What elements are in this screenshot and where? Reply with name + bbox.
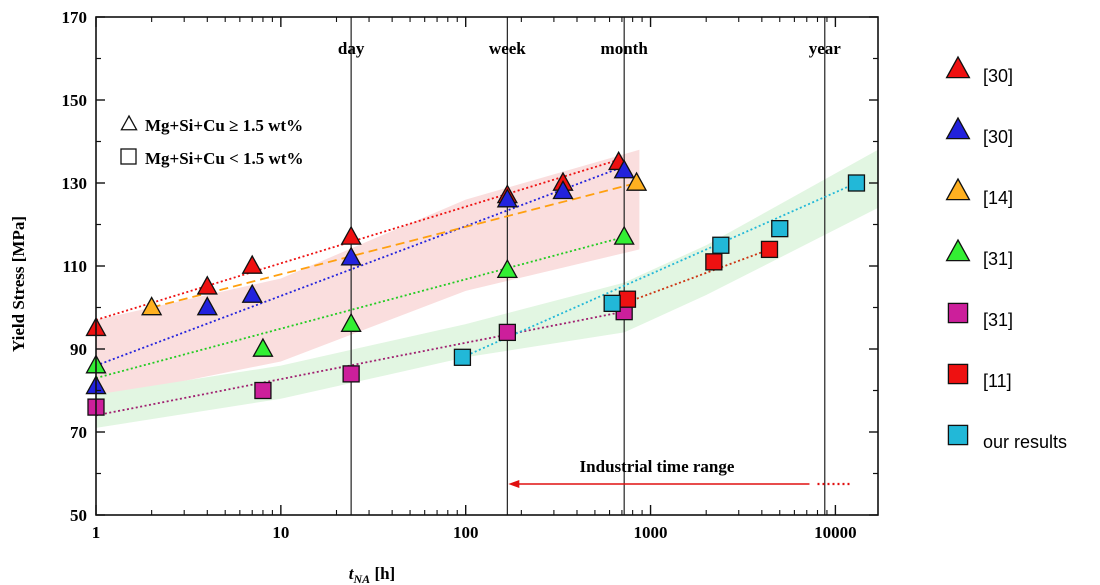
legend-label-3: [31] (983, 249, 1013, 269)
legend-marker-6 (947, 424, 969, 446)
industrial-range-annotation: Industrial time range (508, 457, 852, 488)
marker-s1-p2 (241, 283, 263, 303)
marker-s5-p1 (705, 253, 723, 271)
marker-s1-p4 (496, 188, 518, 208)
legend-label-1: [30] (983, 127, 1013, 147)
legend-marker-1 (945, 116, 971, 140)
marker-s0-p1 (196, 275, 218, 295)
marker-s1-p3 (340, 246, 362, 266)
marker-s0-p2 (241, 254, 263, 274)
vline-label-week: week (489, 39, 526, 58)
marker-s6-p3 (771, 219, 789, 238)
inset-legend: Mg+Si+Cu ≥ 1.5 wt% Mg+Si+Cu < 1.5 wt% (120, 114, 303, 168)
marker-s5-p0 (618, 290, 637, 308)
vline-label-year: year (809, 39, 842, 58)
inset-triangle-icon (120, 114, 138, 131)
ytick-label: 90 (70, 340, 87, 359)
xtick-label: 1 (92, 523, 101, 542)
legend-marker-3 (945, 238, 971, 262)
xtick-label: 100 (453, 523, 479, 542)
legend-marker-2 (945, 177, 971, 201)
x-label-subscript: NA (353, 572, 371, 585)
marker-s3-p1 (252, 337, 274, 357)
marker-s4-p2 (342, 365, 360, 383)
legend-marker-0 (945, 55, 971, 79)
marker-s6-p2 (712, 236, 730, 254)
marker-s0-p3 (340, 225, 362, 245)
vline-label-day: day (338, 39, 365, 58)
x-axis-label: tNA [h] (349, 564, 395, 585)
fit-line-5 (623, 248, 770, 305)
xtick-label: 10000 (814, 523, 857, 542)
marker-s1-p5 (552, 179, 574, 200)
fit-line-3 (95, 236, 625, 379)
legend-label-4: [31] (983, 310, 1013, 330)
inset-legend-label: Mg+Si+Cu < 1.5 wt% (145, 149, 303, 168)
ytick-label: 110 (62, 257, 87, 276)
fit-lines (95, 157, 857, 417)
series-legend: [30] [30] [14] [31] [31] [11] our results (945, 55, 1067, 452)
band-0 (96, 149, 640, 399)
marker-s5-p2 (760, 240, 779, 259)
x-label-unit: [h] (370, 564, 395, 583)
y-axis-label: Yield Stress [MPa] (9, 216, 28, 352)
marker-s3-p2 (340, 312, 362, 332)
x-label-symbol: t (349, 564, 355, 583)
xtick-label: 1000 (634, 523, 668, 542)
legend-label-2: [14] (983, 188, 1013, 208)
inset-legend-label: Mg+Si+Cu ≥ 1.5 wt% (145, 116, 303, 135)
marker-s1-p6 (613, 159, 635, 179)
band-1 (96, 149, 878, 428)
range-annotation-text: Industrial time range (580, 457, 735, 476)
xtick-label: 10 (272, 523, 289, 542)
ytick-label: 50 (70, 506, 87, 525)
confidence-bands (96, 149, 878, 428)
inset-square-icon (120, 148, 137, 165)
range-arrow-head (508, 480, 520, 488)
fit-line-0 (95, 157, 625, 321)
vline-label-month: month (601, 39, 649, 58)
marker-s4-p3 (498, 323, 516, 342)
ytick-label: 130 (62, 174, 88, 193)
marker-s6-p1 (603, 294, 621, 313)
legend-label-5: [11] (983, 371, 1012, 391)
ytick-label: 170 (62, 8, 88, 27)
marker-s1-p1 (196, 296, 218, 316)
legend-label-0: [30] (983, 66, 1013, 86)
ytick-label: 150 (62, 91, 88, 110)
marker-s6-p4 (847, 174, 866, 192)
marker-s6-p0 (453, 348, 472, 366)
marker-s2-p0 (141, 296, 163, 316)
legend-marker-5 (947, 363, 969, 385)
marker-s3-p3 (496, 258, 518, 279)
marker-s3-p4 (613, 225, 635, 245)
marker-s2-p1 (625, 171, 648, 191)
legend-marker-4 (947, 302, 969, 324)
ytick-label: 70 (70, 423, 87, 442)
marker-s4-p1 (254, 381, 272, 400)
legend-label-6: our results (983, 432, 1067, 452)
